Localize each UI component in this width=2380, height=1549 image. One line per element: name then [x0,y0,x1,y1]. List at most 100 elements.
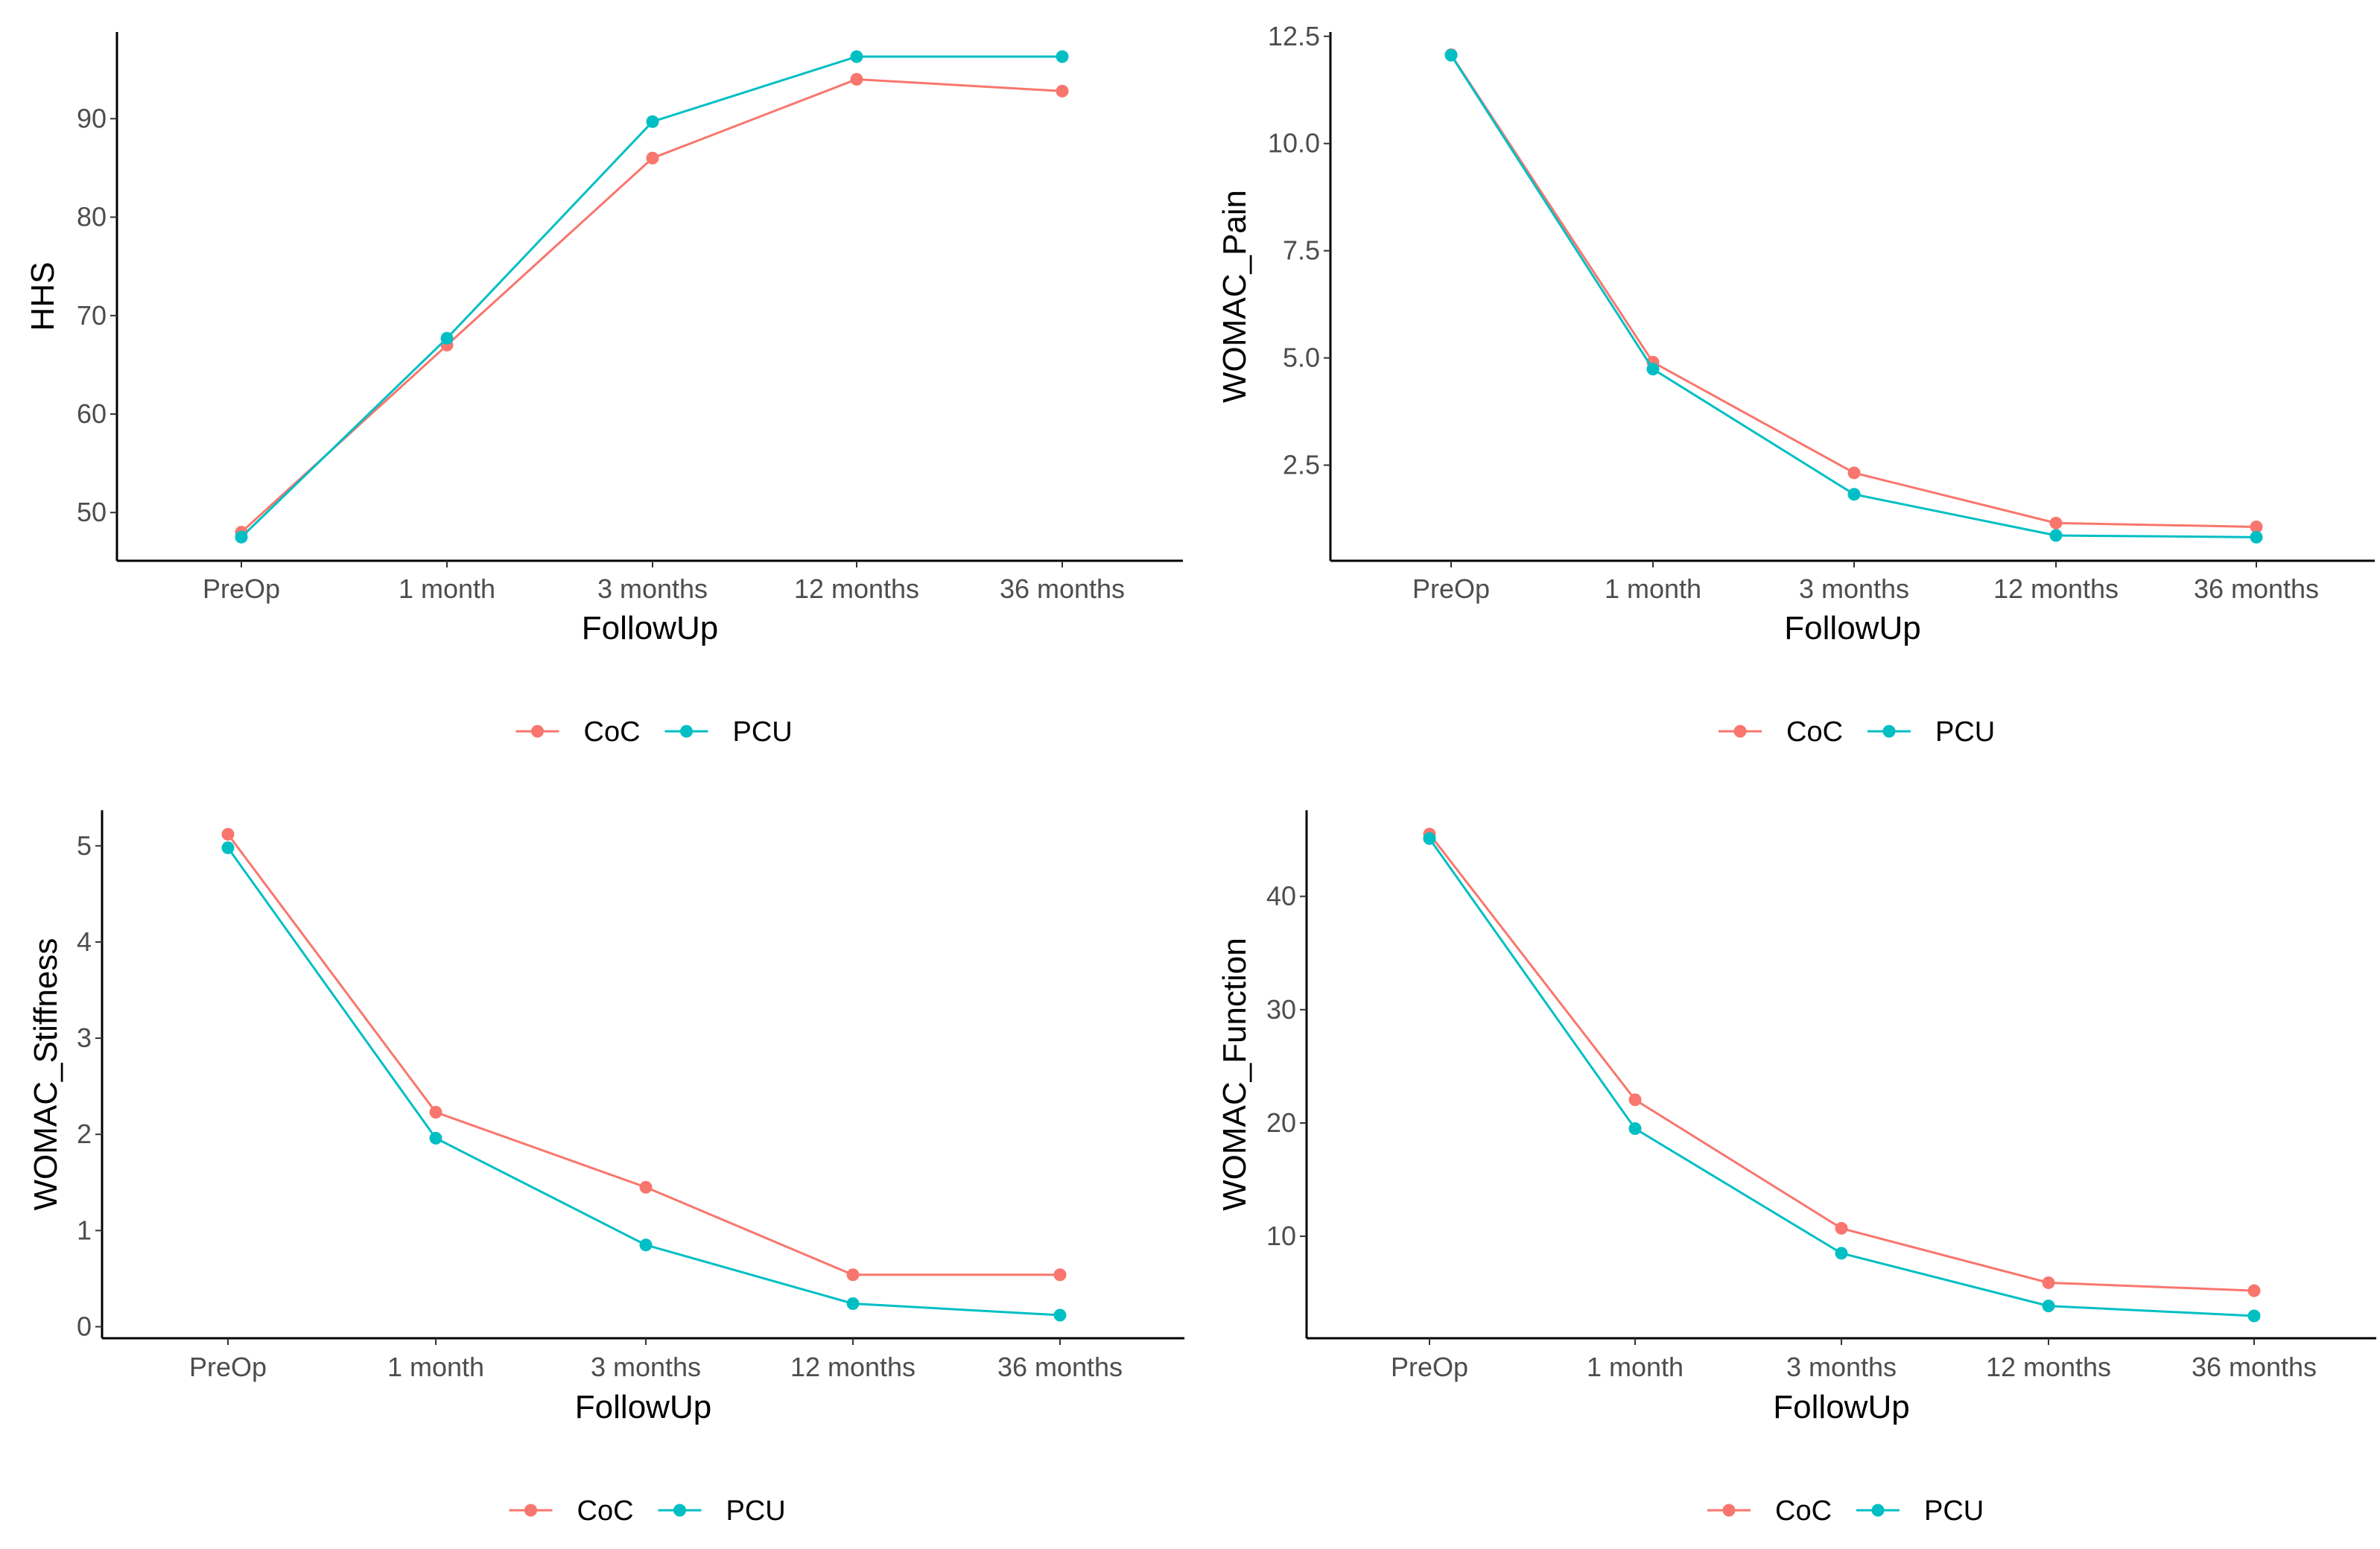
legend-item-coc: CoC [1707,1495,1832,1527]
series-line-pcu [240,55,1062,538]
y-tick-label: 70 [77,300,107,331]
y-tick-label: 5 [77,830,92,861]
x-tick-label: 3 months [1799,573,1909,604]
legend-item-pcu: PCU [658,1495,786,1527]
data-point-pcu [2042,1300,2055,1313]
legend-item-coc: CoC [509,1495,634,1527]
y-tick-label: 10 [1266,1221,1296,1251]
x-tick-label: 1 month [1605,573,1701,604]
x-axis-title: FollowUp [1784,610,1920,646]
x-tick-label: PreOp [203,573,280,604]
data-point-pcu [221,841,235,854]
data-point-pcu [1646,363,1660,376]
x-tick-label: 1 month [399,573,495,604]
legend-label: PCU [726,1495,786,1527]
data-point-coc [846,1268,860,1282]
legend-key-point [1871,1504,1885,1517]
x-tick-label: 3 months [597,573,708,604]
y-tick-label: 3 [77,1022,92,1053]
data-point-pcu [1056,50,1069,63]
y-tick-label: 4 [77,926,92,957]
legend-item-pcu: PCU [1867,716,1995,748]
x-tick-label: 36 months [1000,573,1125,604]
data-point-coc [2247,1284,2261,1297]
legend-key-point [524,1504,537,1517]
legend: CoC PCU [509,1495,786,1527]
legend-label: PCU [1935,716,1995,748]
legend-key-point [1733,725,1747,738]
data-point-pcu [639,1238,653,1252]
data-point-pcu [2250,530,2263,544]
data-point-coc [1056,84,1069,98]
legend-key-point [1722,1504,1736,1517]
y-axis-title: WOMAC_Function [1216,938,1253,1211]
data-point-pcu [1847,488,1861,501]
legend-key-point [680,725,693,738]
data-point-coc [1628,1093,1642,1107]
legend: CoC PCU [1707,1495,1984,1527]
chart-panel-womac-pain: 2.5 5.0 7.5 10.0 12.5 PreOp 1 month 3 months 12 … [1216,21,2375,748]
legend-label: PCU [733,716,793,748]
data-point-pcu [440,331,454,345]
x-tick-label: 12 months [1993,573,2119,604]
chart-panel-womac-stiffness: 0 1 2 3 4 5 PreOp 1 month 3 months 12 months 36 mo… [28,810,1184,1527]
data-point-pcu [1423,832,1436,845]
x-tick-label: 3 months [1786,1352,1897,1382]
y-tick-label: 50 [77,497,107,527]
data-point-pcu [235,530,248,544]
x-tick-label: PreOp [189,1352,267,1382]
y-axis-title: WOMAC_Pain [1216,190,1253,403]
legend-key-point [531,725,544,738]
y-tick-label: 2 [77,1119,92,1149]
legend-item-pcu: PCU [1856,1495,1984,1527]
data-point-coc [2049,516,2063,529]
legend-label: PCU [1924,1495,1984,1527]
series-line-coc [240,77,1063,533]
x-axis-title: FollowUp [1773,1389,1909,1425]
legend: CoC PCU [1719,716,1995,748]
y-tick-label: 5.0 [1283,343,1320,373]
data-point-coc [646,151,659,165]
data-point-coc [221,827,235,841]
x-tick-label: 12 months [794,573,919,604]
y-tick-label: 20 [1266,1107,1296,1138]
data-point-coc [850,72,863,86]
series-line-pcu [1450,54,2257,538]
data-point-pcu [1628,1122,1642,1136]
y-axis-title: HHS [25,262,61,331]
data-point-coc [2042,1276,2055,1289]
y-axis-title: WOMAC_Stiffness [28,938,64,1211]
data-point-coc [429,1106,442,1119]
data-point-coc [1053,1268,1067,1282]
y-tick-label: 0 [77,1311,92,1342]
x-tick-label: 12 months [1986,1352,2111,1382]
legend-item-coc: CoC [1719,716,1843,748]
x-tick-label: PreOp [1391,1352,1468,1382]
data-point-pcu [1444,48,1458,62]
x-axis-title: FollowUp [582,610,718,646]
data-point-pcu [1835,1247,1848,1260]
data-point-pcu [850,50,863,63]
x-tick-label: 1 month [1587,1352,1684,1382]
y-tick-label: 10.0 [1268,128,1320,159]
chart-panel-hhs: 50 60 70 80 90 PreOp 1 month 3 months 12 months 3… [25,32,1183,748]
data-point-coc [2250,521,2263,534]
y-tick-label: 12.5 [1268,21,1320,51]
data-point-pcu [846,1297,860,1311]
data-point-pcu [2247,1309,2261,1323]
x-axis-title: FollowUp [575,1389,711,1425]
y-tick-label: 80 [77,202,107,232]
series-line-coc [1450,54,2257,529]
data-point-pcu [2049,529,2063,542]
y-tick-label: 90 [77,103,107,133]
x-tick-label: 36 months [2194,573,2319,604]
data-point-coc [639,1180,653,1194]
legend-item-coc: CoC [515,716,641,748]
x-tick-label: 36 months [2192,1352,2317,1382]
x-tick-label: 12 months [790,1352,915,1382]
series-line-coc [226,833,1060,1276]
data-point-coc [1847,466,1861,480]
x-tick-label: PreOp [1412,573,1490,604]
data-point-coc [1835,1221,1848,1235]
